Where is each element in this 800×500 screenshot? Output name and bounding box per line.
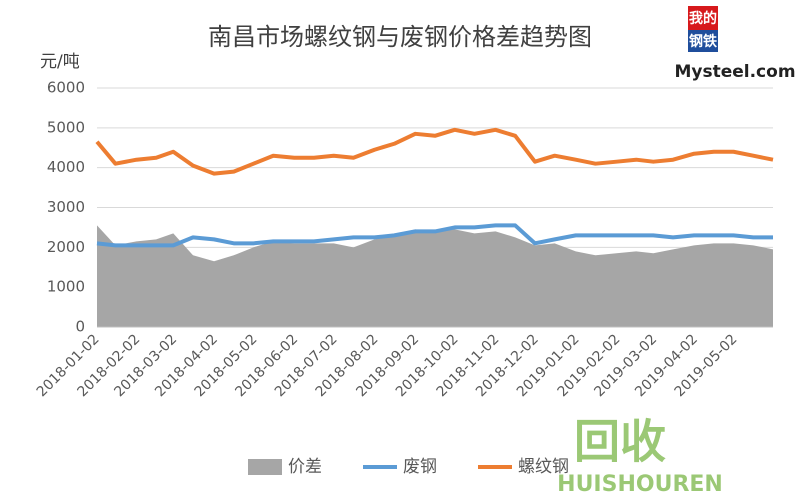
legend-label: 螺纹钢 <box>518 457 569 477</box>
y-axis-label: 元/吨 <box>40 52 80 72</box>
watermark: 回收 <box>574 415 666 469</box>
y-tick-label: 3000 <box>47 198 85 216</box>
y-tick-label: 1000 <box>47 278 85 296</box>
legend-swatch <box>248 459 282 475</box>
line <box>96 223 773 248</box>
legend-label: 废钢 <box>403 457 437 477</box>
line <box>95 127 774 176</box>
logo-text: Mysteel.com <box>674 62 795 82</box>
legend-label: 价差 <box>288 457 322 477</box>
chart-title: 南昌市场螺纹钢与废钢价格差趋势图 <box>208 23 592 51</box>
y-tick-label: 0 <box>75 318 85 336</box>
logo-box <box>688 6 718 30</box>
y-tick-label: 5000 <box>47 118 85 136</box>
logo-text: 钢铁 <box>689 33 717 50</box>
logo-text: 我的 <box>689 10 717 27</box>
y-tick-label: 2000 <box>47 238 85 256</box>
area <box>97 225 773 327</box>
y-tick-label: 4000 <box>47 158 85 176</box>
y-tick-label: 6000 <box>47 79 85 97</box>
logo-box <box>688 30 718 52</box>
watermark: HUISHOUREN <box>557 472 723 497</box>
